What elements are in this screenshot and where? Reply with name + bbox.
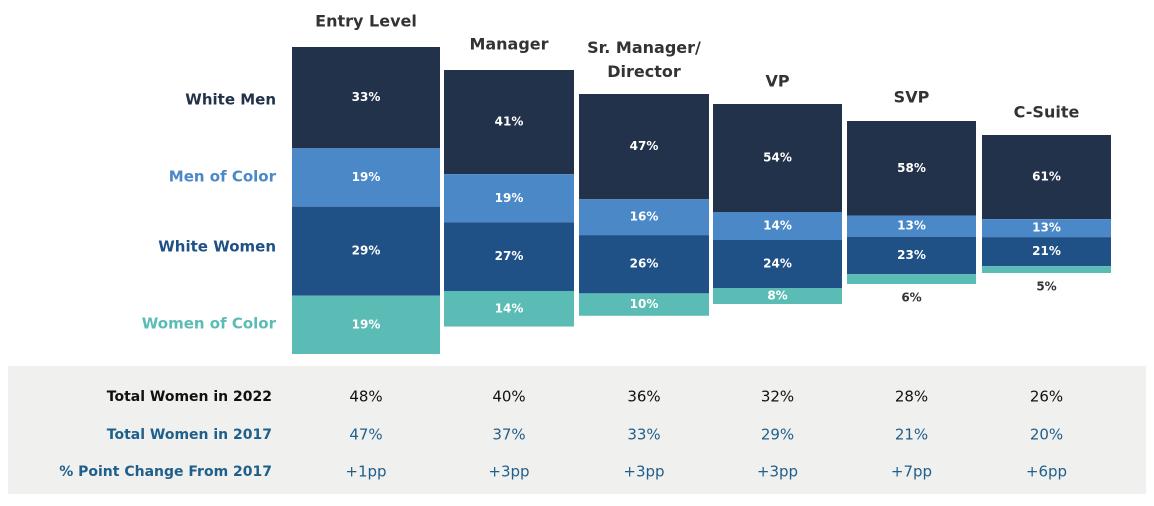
bar-segment	[292, 148, 440, 207]
bar-segment	[847, 236, 976, 275]
cell: +3pp	[623, 463, 664, 481]
legend-label: Women of Color	[142, 315, 277, 333]
cell: 32%	[761, 388, 794, 406]
data-label: 26%	[630, 257, 659, 271]
cell: 21%	[895, 426, 928, 444]
row-label: Total Women in 2017	[107, 427, 272, 443]
category-label: Sr. Manager/Director	[587, 38, 701, 81]
cell: +6pp	[1026, 463, 1067, 481]
cell: 26%	[1030, 388, 1063, 406]
cell: 20%	[1030, 426, 1063, 444]
cell: 40%	[492, 388, 525, 406]
bar-segment	[579, 293, 709, 316]
bar-segment	[982, 219, 1111, 238]
category-label: Entry Level	[315, 12, 417, 31]
bar-segment	[713, 240, 842, 288]
category-label: SVP	[894, 88, 930, 107]
bar-segment	[713, 212, 842, 240]
bar-segment	[444, 290, 574, 327]
category-label: C-Suite	[1014, 103, 1080, 122]
data-label: 41%	[495, 115, 524, 129]
bar-segment	[982, 266, 1111, 273]
bar-segment	[713, 104, 842, 212]
data-label: 6%	[901, 291, 921, 305]
cell: 28%	[895, 388, 928, 406]
data-label: 10%	[630, 297, 659, 311]
data-label: 19%	[495, 191, 524, 205]
cell: 47%	[349, 426, 382, 444]
bar-segment	[292, 47, 440, 149]
row-label: Total Women in 2022	[107, 389, 272, 405]
cell: 29%	[761, 426, 794, 444]
bar-segment	[579, 94, 709, 200]
bar-segment	[982, 237, 1111, 267]
cell: 48%	[349, 388, 382, 406]
data-label: 23%	[897, 248, 926, 262]
cell: +3pp	[757, 463, 798, 481]
cell: +7pp	[891, 463, 932, 481]
legend-label: White Women	[158, 238, 276, 256]
bar-segment	[444, 222, 574, 291]
data-label: 21%	[1032, 244, 1061, 258]
bar-segment	[444, 70, 574, 175]
data-label: 24%	[763, 257, 792, 271]
bar-segment	[847, 121, 976, 216]
bar-segment	[579, 199, 709, 236]
cell: +3pp	[488, 463, 529, 481]
bar-segment	[292, 206, 440, 296]
bar-segment	[579, 235, 709, 294]
cell: 33%	[627, 426, 660, 444]
data-label: 13%	[897, 219, 926, 233]
legend-label: White Men	[185, 91, 276, 109]
bar-segment	[847, 274, 976, 284]
data-label: 19%	[352, 317, 381, 331]
data-label: 54%	[763, 151, 792, 165]
category-line: Sr. Manager/	[587, 38, 701, 57]
data-label: 13%	[1032, 221, 1061, 235]
table-background	[8, 366, 1146, 494]
data-label: 47%	[630, 139, 659, 153]
cell: +1pp	[345, 463, 386, 481]
data-label: 14%	[495, 301, 524, 315]
legend-label: Men of Color	[169, 168, 277, 186]
cell: 36%	[627, 388, 660, 406]
data-label: 19%	[352, 170, 381, 184]
category-line: Director	[607, 62, 681, 81]
data-label: 14%	[763, 219, 792, 233]
cell: 37%	[492, 426, 525, 444]
category-label: VP	[765, 72, 789, 91]
row-label: % Point Change From 2017	[59, 464, 272, 480]
category-label: Manager	[469, 35, 548, 54]
data-label: 29%	[352, 244, 381, 258]
data-label: 33%	[352, 90, 381, 104]
data-label: 16%	[630, 210, 659, 224]
data-label: 8%	[767, 289, 787, 303]
bar-segment	[847, 215, 976, 237]
bar-segment	[292, 295, 440, 354]
bar-segment	[444, 174, 574, 223]
data-label: 61%	[1032, 170, 1061, 184]
bar-segment	[713, 288, 842, 304]
bar-segment	[982, 135, 1111, 220]
data-label: 5%	[1036, 280, 1056, 294]
data-label: 27%	[495, 249, 524, 263]
data-label: 58%	[897, 161, 926, 175]
